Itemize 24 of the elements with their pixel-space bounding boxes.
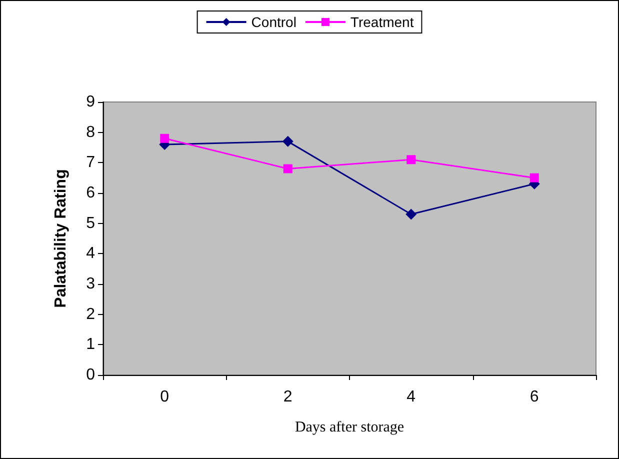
point: [406, 155, 416, 164]
y-tick-label: 7: [86, 154, 96, 172]
x-axis-title: Days after storage: [294, 420, 404, 436]
y-tick-label: 5: [86, 214, 96, 232]
point: [530, 173, 539, 182]
point: [283, 164, 292, 174]
x-tick-label: 6: [530, 388, 539, 406]
y-tick-label: 3: [86, 276, 96, 292]
y-tick-label: 9: [86, 94, 96, 110]
y-tick-label: 6: [86, 184, 96, 202]
legend-label: Treatment: [350, 14, 414, 30]
y-tick-label: 2: [86, 306, 96, 323]
x-tick-label: 0: [160, 388, 170, 406]
y-tick-label: 1: [86, 336, 96, 354]
y-tick-label: 8: [86, 124, 96, 141]
point: [282, 136, 294, 147]
y-tick-label: 0: [86, 366, 96, 384]
point: [160, 134, 170, 143]
y-tick-label: 4: [86, 245, 96, 262]
x-tick-label: 4: [406, 388, 416, 406]
point: [406, 208, 417, 220]
x-tick-label: 2: [283, 388, 292, 406]
y-axis-title: Palatability Rating: [52, 169, 70, 308]
legend-label: Control: [251, 14, 296, 30]
